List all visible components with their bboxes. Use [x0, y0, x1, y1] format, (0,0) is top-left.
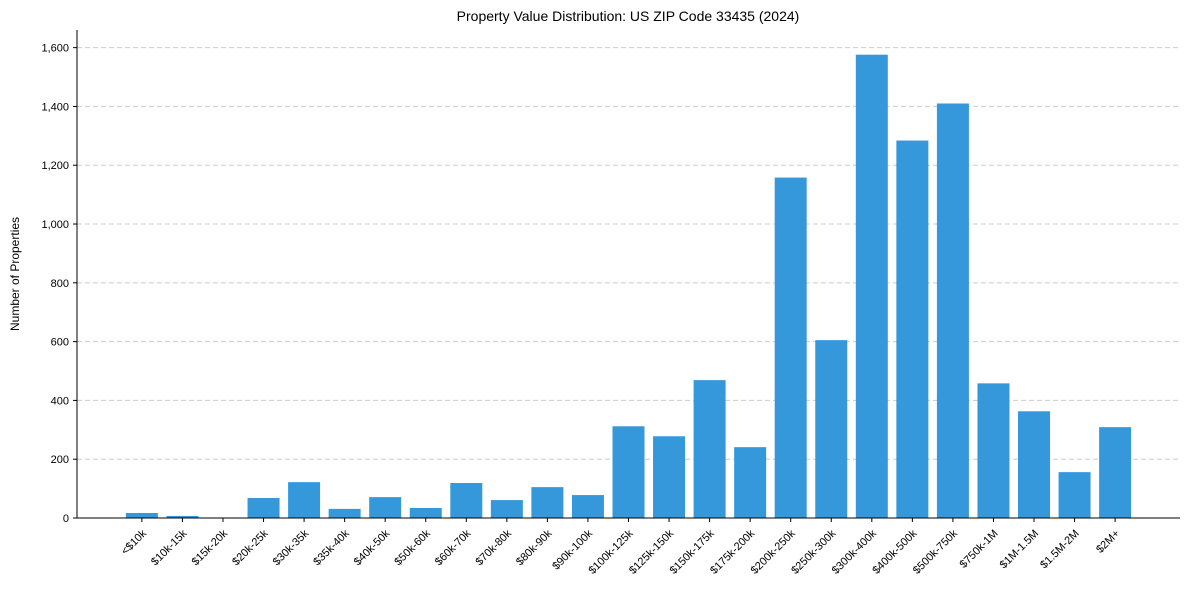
x-tick-label: $2M+: [1094, 528, 1122, 556]
bar: [166, 515, 199, 518]
bar: [490, 500, 523, 518]
x-tick-label: $20k-25k: [230, 527, 271, 568]
bar: [815, 340, 848, 518]
y-axis-label: Number of Properties: [8, 217, 22, 331]
x-tick-label: $35k-40k: [311, 527, 352, 568]
bar: [653, 436, 686, 518]
bar: [855, 54, 888, 519]
x-tick-label: $80k-90k: [514, 527, 555, 568]
gridlines: [77, 47, 1180, 460]
bar: [450, 483, 483, 518]
bar: [328, 508, 361, 518]
y-ticks: 0 200 400 600 800 1,000 1,200 1,400 1,600: [41, 43, 77, 525]
x-tick-label: $1.5M-2M: [1038, 528, 1082, 572]
bar: [571, 495, 604, 518]
bar: [369, 497, 402, 518]
x-tick-label: $30k-35k: [271, 527, 312, 568]
x-tick-label: $60k-70k: [433, 527, 474, 568]
bar: [693, 380, 726, 518]
bar: [1018, 411, 1051, 518]
y-tick-label: 1,400: [41, 101, 69, 113]
y-tick-label: 1,000: [41, 219, 69, 231]
bar: [977, 383, 1010, 518]
bar: [288, 482, 321, 518]
y-tick-label: 200: [51, 454, 69, 466]
bar: [734, 447, 767, 518]
x-tick-label: $500k-750k: [911, 527, 960, 576]
bar: [1099, 427, 1132, 518]
x-tick-label: $50k-60k: [392, 527, 433, 568]
bar: [125, 513, 158, 518]
x-tick-label: $70k-80k: [473, 527, 514, 568]
bar: [247, 498, 280, 518]
bar: [774, 177, 807, 518]
chart-title: Property Value Distribution: US ZIP Code…: [457, 8, 800, 24]
bar: [1058, 472, 1091, 518]
y-tick-label: 0: [63, 513, 69, 525]
y-tick-label: 400: [51, 395, 69, 407]
bar: [612, 426, 645, 518]
y-tick-label: 1,200: [41, 160, 69, 172]
x-ticks: <$10k $10k-15k $15k-20k $20k-25k $30k-35k $35…: [119, 518, 1122, 577]
bar: [896, 140, 929, 518]
y-tick-label: 600: [51, 337, 69, 349]
x-tick-label: $10k-15k: [149, 527, 190, 568]
x-tick-label: <$10k: [119, 527, 149, 557]
bar: [936, 103, 969, 519]
x-tick-label: $40k-50k: [352, 527, 393, 568]
x-tick-label: $1M-1.5M: [998, 528, 1042, 572]
bars: [125, 54, 1132, 519]
y-tick-label: 1,600: [41, 43, 69, 55]
x-tick-label: $15k-20k: [190, 527, 231, 568]
bar: [409, 508, 442, 518]
y-tick-label: 800: [51, 278, 69, 290]
x-tick-label: $750k-1M: [958, 528, 1001, 571]
bar: [531, 487, 564, 518]
